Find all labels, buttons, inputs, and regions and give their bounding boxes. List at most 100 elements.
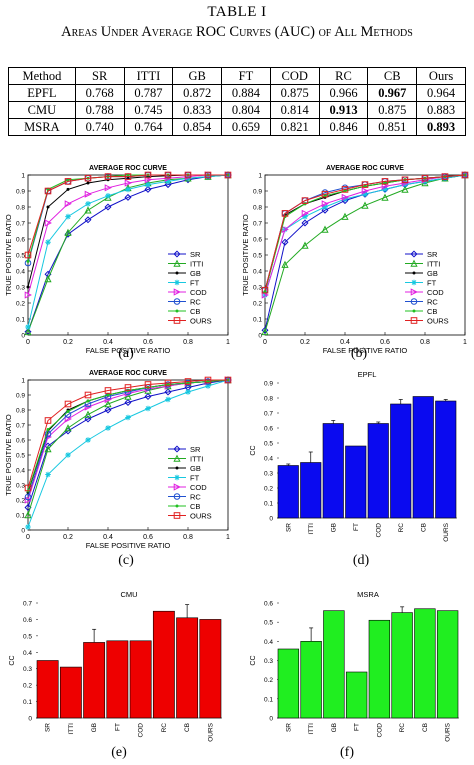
chart-title: MSRA <box>357 590 379 599</box>
table-header-cell: Ours <box>416 67 466 85</box>
point-marker <box>64 228 72 236</box>
legend-label: OURS <box>190 511 212 520</box>
point-marker <box>175 504 179 508</box>
point-marker <box>341 193 349 202</box>
table-cell: 0.854 <box>172 118 223 136</box>
y-axis-label: TRUE POSITIVE RATIO <box>241 214 250 296</box>
y-tick-label: 0.9 <box>253 189 262 196</box>
bar <box>323 610 345 719</box>
point-marker <box>381 182 389 190</box>
x-tick-label: 0.8 <box>183 339 193 346</box>
roc-chart-a: AVERAGE ROC CURVE 0 0.1 0.2 0.3 0.4 0.5 0.6 0.7 0… <box>4 165 232 355</box>
point-marker <box>64 200 72 208</box>
point-marker <box>164 181 172 189</box>
y-tick-label: 0.4 <box>253 269 262 276</box>
point-marker <box>321 225 329 233</box>
legend-label: COD <box>427 288 444 297</box>
x-axis-label: FALSE POSITIVE RATIO <box>86 541 171 550</box>
point-marker <box>144 176 152 184</box>
table-cell: 0.884 <box>221 84 271 102</box>
x-tick-label: 1 <box>226 534 230 541</box>
y-tick-label: 0.6 <box>264 426 273 433</box>
point-marker <box>224 171 232 179</box>
point-marker <box>144 392 152 401</box>
x-tick-label: GB <box>330 523 337 532</box>
y-tick-label: 0.3 <box>253 285 262 292</box>
legend-label: RC <box>190 297 201 306</box>
table-cell: 0.875 <box>269 84 320 102</box>
point-marker <box>173 454 181 462</box>
point-marker <box>361 187 369 195</box>
y-tick-label: 0.2 <box>16 301 25 308</box>
y-tick-label: 0.5 <box>23 633 32 640</box>
x-tick-label: SR <box>45 723 52 732</box>
caption-b: (b) <box>350 346 368 361</box>
point-marker <box>173 493 181 500</box>
point-marker <box>461 171 469 179</box>
y-tick-label: 0 <box>21 333 25 340</box>
table-cell: 0.966 <box>318 84 369 102</box>
point-marker <box>302 213 308 220</box>
point-marker <box>206 380 210 383</box>
legend-label: SR <box>190 445 201 454</box>
table-cell: 0.893 <box>416 118 466 136</box>
bar-chart-cmu: CMU 0 0.1 0.2 0.3 0.4 0.5 0.6 0.7 CC SR ITTI GB FT COD… <box>9 590 222 742</box>
legend-label: CB <box>427 307 437 316</box>
point-marker <box>412 271 416 275</box>
legend-label: ITTI <box>427 259 440 268</box>
bar <box>435 400 457 519</box>
x-tick-label: 0.4 <box>103 339 113 346</box>
y-tick-label: 0.1 <box>253 317 262 324</box>
x-tick-label: 0 <box>26 339 30 346</box>
point-marker <box>412 309 416 313</box>
y-tick-label: 0.5 <box>16 453 25 460</box>
point-marker <box>124 193 132 201</box>
legend-label: CB <box>190 307 200 316</box>
y-tick-label: 0.3 <box>16 483 25 490</box>
point-marker <box>301 209 309 218</box>
bar <box>345 445 367 519</box>
point-marker <box>261 327 269 336</box>
y-axis-label: TRUE POSITIVE RATIO <box>4 214 13 296</box>
point-marker <box>381 193 389 201</box>
legend-box <box>403 247 463 327</box>
point-marker <box>204 376 212 384</box>
bar <box>368 619 391 719</box>
point-marker <box>205 383 211 389</box>
point-marker <box>361 181 369 188</box>
table-row: CMU 0.788 0.745 0.833 0.804 0.814 0.913 0.875 0.… <box>8 101 466 119</box>
point-marker <box>104 400 112 408</box>
point-marker <box>341 212 349 220</box>
series-line <box>27 379 229 508</box>
y-tick-label: 0.7 <box>16 221 25 228</box>
table-cell: 0.787 <box>123 84 174 102</box>
y-tick-label: 0.9 <box>264 381 273 388</box>
legend-box <box>166 442 226 522</box>
point-marker <box>174 474 180 481</box>
point-marker <box>362 191 368 197</box>
y-tick-label: 0.4 <box>23 650 32 657</box>
point-marker <box>175 466 179 470</box>
point-marker <box>84 415 92 423</box>
y-tick-label: 0.9 <box>16 189 25 196</box>
y-tick-label: 0.2 <box>16 498 25 505</box>
y-tick-label: 0.4 <box>16 269 25 276</box>
x-tick-label: SR <box>285 723 292 732</box>
point-marker <box>410 259 418 267</box>
point-marker <box>26 259 30 263</box>
table-cell: 0.913 <box>318 101 369 119</box>
series-line <box>27 174 228 256</box>
table-cell: 0.967 <box>367 84 418 102</box>
point-marker <box>45 239 51 245</box>
point-marker <box>164 388 172 396</box>
bar <box>277 465 299 519</box>
y-tick-label: 0.8 <box>264 396 273 403</box>
legend-label: COD <box>190 483 207 492</box>
bar <box>152 610 175 719</box>
y-tick-label: 0.7 <box>253 221 262 228</box>
legend-label: FT <box>190 278 200 287</box>
point-marker <box>410 288 418 296</box>
y-tick-label: 0.7 <box>264 411 273 418</box>
table-cell: 0.846 <box>318 118 369 136</box>
x-tick-label: 0.6 <box>143 534 153 541</box>
